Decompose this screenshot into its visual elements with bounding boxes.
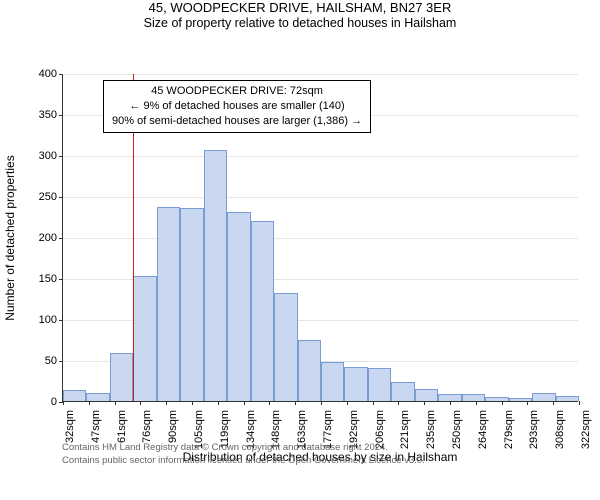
- x-tick-mark: [63, 401, 64, 405]
- histogram-bar: [415, 389, 438, 401]
- y-tick-label: 350: [39, 109, 63, 121]
- info-box-line: 90% of semi-detached houses are larger (…: [112, 114, 362, 129]
- x-tick-mark: [192, 401, 193, 405]
- histogram-bar: [251, 221, 274, 401]
- histogram-bar: [485, 397, 508, 401]
- chart-container: Number of detached properties 0501001502…: [0, 30, 600, 450]
- x-tick-mark: [424, 401, 425, 405]
- x-tick-mark: [579, 401, 580, 405]
- x-tick-mark: [166, 401, 167, 405]
- footer-line-1: Contains HM Land Registry data © Crown c…: [62, 442, 425, 455]
- y-tick-label: 200: [39, 232, 63, 244]
- histogram-bar: [110, 353, 133, 401]
- y-axis-label: Number of detached properties: [3, 155, 17, 320]
- x-tick-mark: [140, 401, 141, 405]
- info-box: 45 WOODPECKER DRIVE: 72sqm← 9% of detach…: [103, 80, 371, 133]
- x-tick-mark: [89, 401, 90, 405]
- histogram-bar: [298, 340, 321, 402]
- x-tick-mark: [527, 401, 528, 405]
- x-tick-mark: [244, 401, 245, 405]
- x-tick-label: 32sqm: [58, 410, 76, 443]
- x-tick-label: 279sqm: [497, 410, 515, 449]
- histogram-bar: [227, 212, 250, 401]
- histogram-bar: [180, 208, 203, 401]
- histogram-bar: [86, 393, 109, 401]
- x-tick-mark: [553, 401, 554, 405]
- x-tick-mark: [269, 401, 270, 405]
- x-tick-label: 90sqm: [161, 410, 179, 443]
- x-tick-mark: [347, 401, 348, 405]
- histogram-bar: [462, 394, 485, 401]
- histogram-bar: [556, 396, 579, 401]
- histogram-bar: [204, 150, 227, 401]
- y-tick-label: 150: [39, 273, 63, 285]
- y-tick-label: 0: [51, 396, 63, 408]
- histogram-bar: [321, 362, 344, 401]
- histogram-bar: [133, 276, 156, 401]
- plot-area: 05010015020025030035040032sqm47sqm61sqm7…: [62, 74, 578, 402]
- info-box-line: ← 9% of detached houses are smaller (140…: [112, 99, 362, 114]
- x-tick-label: 76sqm: [135, 410, 153, 443]
- y-gridline: [63, 197, 578, 198]
- histogram-bar: [509, 398, 532, 401]
- x-tick-label: 264sqm: [471, 410, 489, 449]
- x-tick-label: 47sqm: [84, 410, 102, 443]
- y-tick-label: 250: [39, 191, 63, 203]
- histogram-bar: [157, 207, 180, 401]
- info-box-line: 45 WOODPECKER DRIVE: 72sqm: [112, 84, 362, 99]
- footer-note: Contains HM Land Registry data © Crown c…: [62, 442, 425, 468]
- histogram-bar: [391, 382, 414, 401]
- y-tick-label: 300: [39, 150, 63, 162]
- x-tick-mark: [450, 401, 451, 405]
- x-tick-mark: [295, 401, 296, 405]
- y-gridline: [63, 156, 578, 157]
- y-tick-label: 100: [39, 314, 63, 326]
- histogram-bar: [368, 368, 391, 401]
- x-tick-mark: [218, 401, 219, 405]
- x-tick-label: 61sqm: [110, 410, 128, 443]
- y-tick-label: 50: [45, 355, 63, 367]
- y-gridline: [63, 74, 578, 75]
- chart-title: 45, WOODPECKER DRIVE, HAILSHAM, BN27 3ER: [0, 0, 600, 15]
- chart-subtitle: Size of property relative to detached ho…: [0, 16, 600, 30]
- histogram-bar: [532, 393, 555, 401]
- histogram-bar: [63, 390, 86, 401]
- y-tick-label: 400: [39, 68, 63, 80]
- x-tick-mark: [398, 401, 399, 405]
- x-tick-mark: [115, 401, 116, 405]
- x-tick-label: 322sqm: [574, 410, 592, 449]
- x-tick-mark: [502, 401, 503, 405]
- x-tick-mark: [476, 401, 477, 405]
- footer-line-2: Contains public sector information licen…: [62, 455, 425, 468]
- x-tick-mark: [373, 401, 374, 405]
- x-tick-label: 250sqm: [445, 410, 463, 449]
- x-tick-label: 293sqm: [522, 410, 540, 449]
- y-gridline: [63, 238, 578, 239]
- histogram-bar: [344, 367, 367, 401]
- x-tick-label: 308sqm: [548, 410, 566, 449]
- x-tick-mark: [321, 401, 322, 405]
- histogram-bar: [274, 293, 297, 401]
